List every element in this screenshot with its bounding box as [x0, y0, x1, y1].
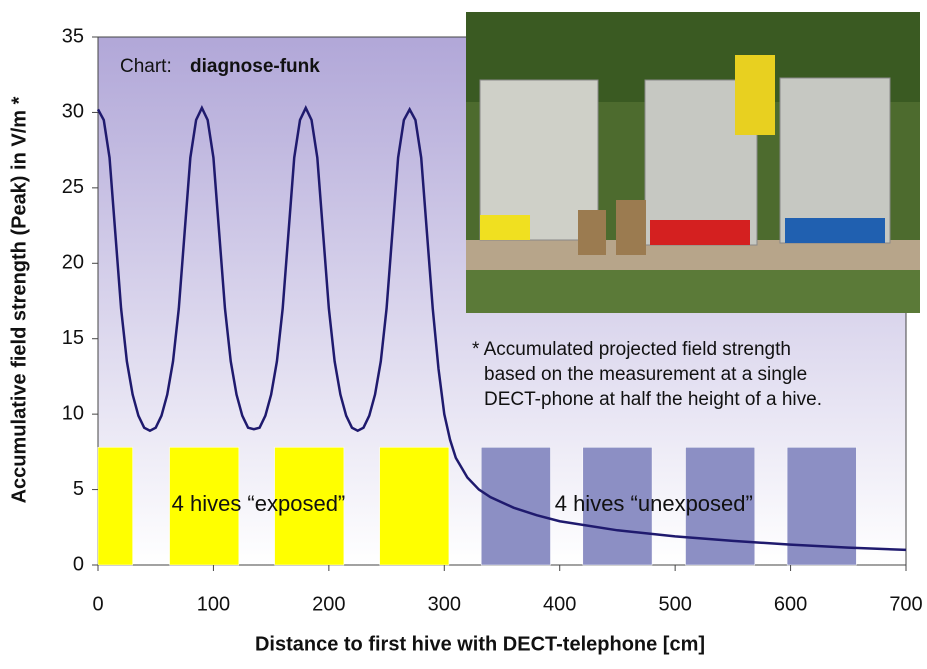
x-tick-label: 600	[774, 593, 807, 615]
source-label: Chart:	[120, 56, 172, 77]
y-axis-label: Accumulative field strength (Peak) in V/…	[8, 96, 30, 503]
y-tick-label: 20	[62, 252, 84, 274]
hive-group-label: 4 hives “exposed”	[172, 491, 346, 516]
x-tick-label: 100	[197, 593, 230, 615]
x-tick-label: 300	[428, 593, 461, 615]
note: DECT-phone at half the height of a hive.	[484, 389, 822, 410]
hive-group-label: 4 hives “unexposed”	[555, 491, 753, 516]
x-tick-label: 0	[92, 593, 103, 615]
hive	[98, 447, 133, 565]
y-tick-label: 15	[62, 327, 84, 349]
hive	[481, 447, 550, 565]
y-tick-label: 25	[62, 176, 84, 198]
y-tick-label: 0	[73, 553, 84, 575]
hive	[380, 447, 449, 565]
x-tick-label: 200	[312, 593, 345, 615]
y-tick-label: 5	[73, 478, 84, 500]
x-axis-label: Distance to first hive with DECT-telepho…	[255, 633, 705, 655]
x-tick-label: 400	[543, 593, 576, 615]
source: diagnose-funk	[190, 56, 320, 77]
y-tick-label: 35	[62, 25, 84, 47]
chart: Chart: diagnose-funk Distance to first h…	[0, 0, 927, 664]
note: * Accumulated projected field strength	[472, 339, 791, 360]
x-tick-label: 500	[658, 593, 691, 615]
note: based on the measurement at a single	[484, 364, 807, 385]
y-tick-label: 30	[62, 101, 84, 123]
page: Chart: diagnose-funk Distance to first h…	[0, 0, 927, 664]
y-tick-label: 10	[62, 402, 84, 424]
x-tick-label: 700	[889, 593, 922, 615]
photo	[466, 12, 920, 313]
